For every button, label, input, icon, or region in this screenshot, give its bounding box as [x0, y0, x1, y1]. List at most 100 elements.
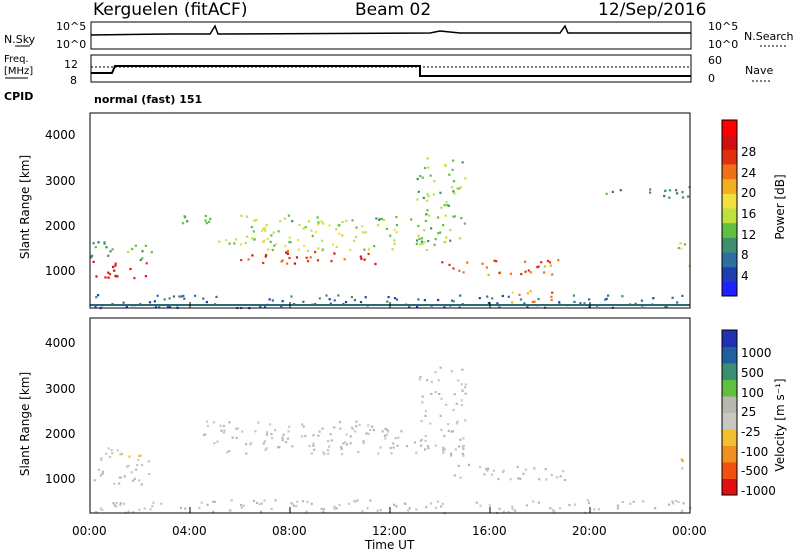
heatmap-cell [427, 166, 430, 169]
heatmap-cell [634, 302, 637, 305]
heatmap-cell [103, 242, 106, 245]
nsky-panel-frame [90, 21, 692, 50]
heatmap-cell [212, 500, 215, 503]
heatmap-cell [462, 437, 465, 440]
heatmap-cell [218, 240, 221, 243]
heatmap-cell [430, 392, 433, 395]
heatmap-cell [572, 294, 575, 297]
heatmap-cell [332, 243, 335, 246]
heatmap-cell [428, 214, 431, 217]
heatmap-cell [486, 295, 489, 298]
heatmap-cell [450, 370, 453, 373]
heatmap-cell [144, 275, 147, 278]
heatmap-cell [545, 478, 548, 481]
heatmap-cell [403, 502, 406, 505]
heatmap-cell [139, 454, 142, 457]
nsearch-tick-bottom: 10^0 [708, 38, 739, 51]
heatmap-cell [138, 454, 141, 458]
heatmap-cell [649, 191, 652, 194]
heatmap-cell [524, 468, 527, 471]
colorbar-swatch [722, 330, 737, 347]
heatmap-cell [621, 295, 624, 298]
heatmap-cell [464, 177, 467, 180]
heatmap-cell [616, 504, 620, 507]
heatmap-cell [304, 226, 307, 229]
heatmap-cell [123, 475, 126, 478]
heatmap-cell [264, 255, 267, 258]
heatmap-cell [419, 175, 422, 178]
heatmap-cell [426, 157, 429, 160]
heatmap-cell [270, 234, 273, 237]
heatmap-cell [410, 218, 413, 221]
heatmap-cell [475, 501, 478, 504]
heatmap-cell [271, 248, 274, 252]
heatmap-cell [245, 452, 248, 455]
heatmap-cell [421, 395, 424, 398]
heatmap-cell [557, 259, 560, 262]
heatmap-cell [453, 215, 456, 218]
axis-tickmarks [89, 302, 691, 513]
velocity-cbar-tick-m25: -25 [741, 425, 761, 439]
heatmap-cell [328, 445, 331, 448]
heatmap-cell [543, 265, 547, 268]
power-colorbar-frame [721, 119, 738, 297]
heatmap-cell [335, 228, 338, 231]
heatmap-cell [327, 452, 330, 455]
heatmap-cell [677, 500, 680, 504]
heatmap-cell [344, 301, 348, 304]
heatmap-cell [205, 301, 208, 304]
heatmap-cell [413, 441, 416, 444]
heatmap-cell [133, 477, 136, 480]
heatmap-cell [442, 446, 445, 449]
heatmap-cell [320, 220, 323, 223]
heatmap-cell [182, 294, 185, 297]
velocity-panel-frame [89, 317, 691, 514]
heatmap-cell [452, 159, 455, 162]
heatmap-cell [202, 433, 206, 436]
heatmap-cell [120, 452, 123, 455]
heatmap-cell [385, 227, 388, 231]
heatmap-cell [338, 503, 341, 506]
heatmap-cell [113, 269, 116, 272]
heatmap-cell [95, 296, 98, 299]
heatmap-cell [183, 297, 186, 300]
heatmap-cell [416, 239, 419, 242]
heatmap-cell [390, 452, 393, 455]
heatmap-cell [95, 275, 98, 278]
heatmap-cell [501, 294, 504, 298]
heatmap-cell [397, 436, 400, 439]
heatmap-cell [338, 232, 341, 235]
heatmap-cell [464, 383, 467, 386]
heatmap-cell [430, 227, 433, 230]
heatmap-cell [453, 393, 456, 396]
heatmap-cell [672, 502, 675, 505]
power-ytick-2000: 2000 [45, 219, 76, 233]
xtick-2: 08:00 [272, 524, 307, 538]
heatmap-cell [436, 500, 440, 503]
nave-tick-bottom: 0 [708, 72, 715, 85]
heatmap-cell [393, 242, 396, 245]
heatmap-cell [241, 430, 244, 433]
velocity-panel [93, 366, 692, 515]
heatmap-cell [649, 188, 652, 191]
heatmap-cell [395, 224, 398, 227]
heatmap-cell [113, 504, 116, 507]
heatmap-cell [420, 237, 424, 240]
heatmap-cell [492, 469, 495, 472]
heatmap-cell [537, 298, 540, 301]
heatmap-cell [278, 446, 281, 449]
heatmap-cell [253, 219, 256, 222]
heatmap-cell [440, 397, 443, 400]
xtick-1: 04:00 [172, 524, 207, 538]
heatmap-cell [422, 196, 425, 200]
heatmap-cell [306, 249, 310, 252]
heatmap-cell [389, 234, 392, 237]
heatmap-cell [136, 463, 139, 467]
heatmap-cell [573, 300, 576, 303]
heatmap-cell [424, 414, 427, 417]
velocity-ytick-1000: 1000 [45, 472, 76, 486]
heatmap-cell [642, 500, 645, 503]
heatmap-cell [296, 500, 299, 503]
velocity-colorbar-frame [721, 329, 738, 496]
beam-title: Beam 02 [355, 0, 432, 20]
